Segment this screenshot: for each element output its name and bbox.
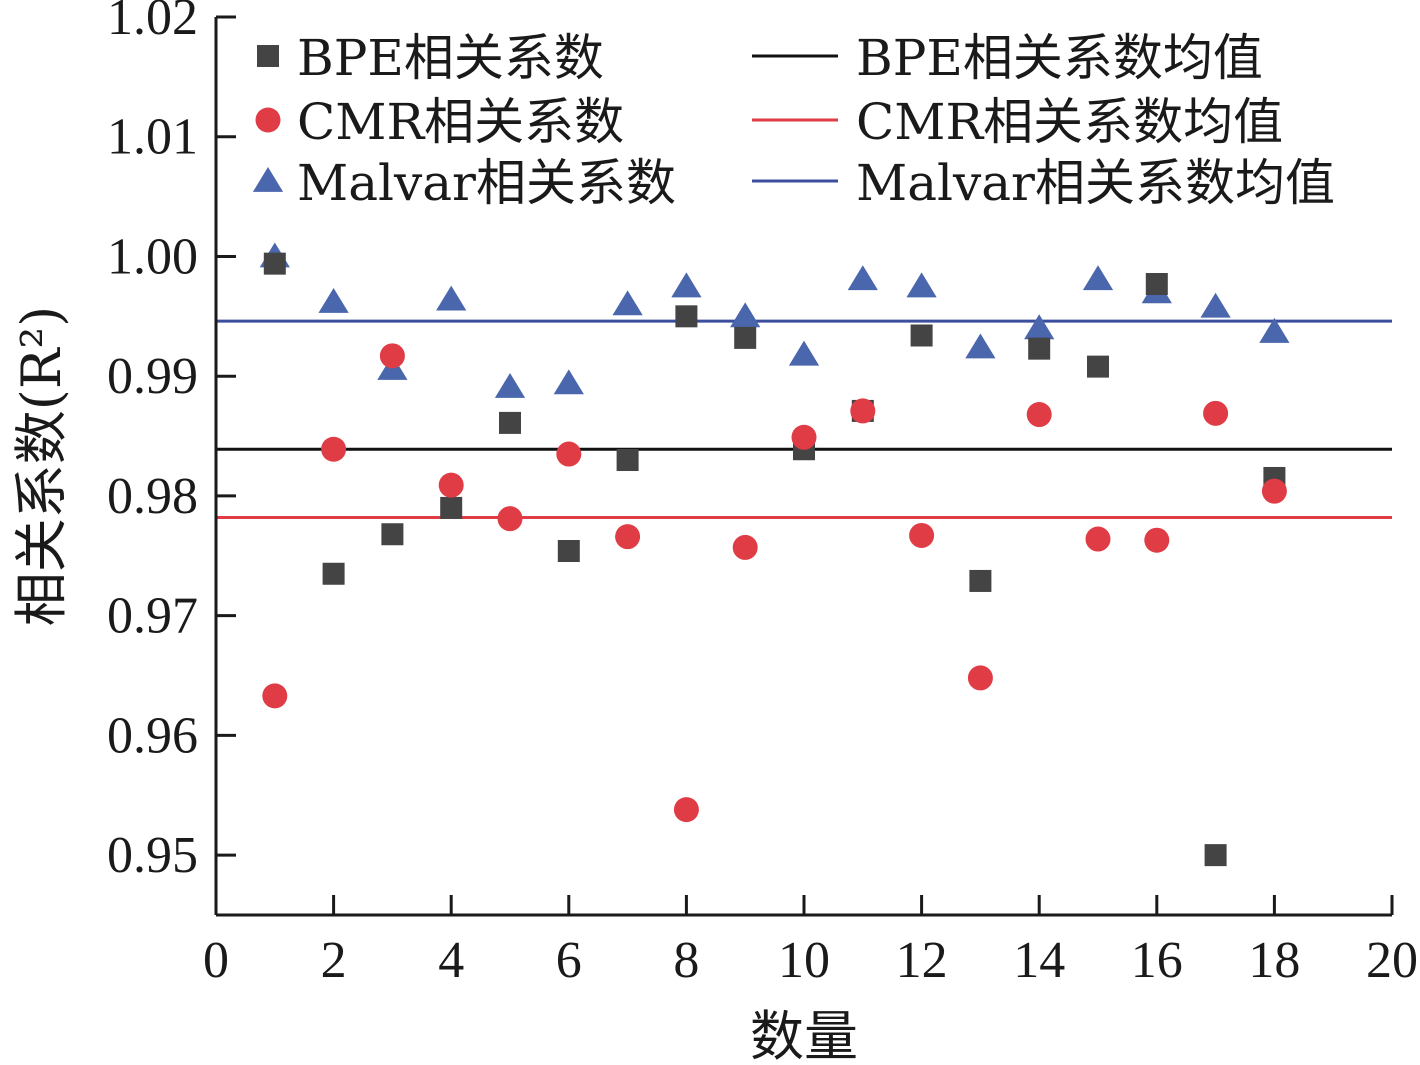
triangle-point-17	[1200, 292, 1231, 318]
square-point-3	[381, 523, 404, 546]
triangle-point-6	[553, 369, 584, 395]
y-ticks: 0.95 0.96 0.97 0.98 0.99 1.00 1.01 1.02	[107, 0, 236, 884]
legend-marker-circle	[255, 107, 281, 133]
circle-point-2	[321, 436, 347, 462]
circle-point-4	[438, 472, 464, 498]
circle-point-10	[791, 424, 817, 450]
x-tick-label: 10	[778, 932, 830, 989]
y-tick-label: 0.97	[107, 588, 198, 645]
x-tick-label: 8	[673, 932, 699, 989]
circle-point-5	[497, 506, 523, 532]
square-point-15	[1087, 355, 1109, 378]
square-point-16	[1145, 273, 1168, 296]
square-point-13	[969, 569, 992, 592]
legend-label-mean-0: BPE相关系数均值	[856, 29, 1263, 87]
circle-point-6	[556, 441, 582, 467]
circle-point-9	[732, 534, 758, 560]
triangle-point-13	[965, 333, 996, 359]
y-tick-label: 0.98	[107, 468, 198, 525]
data-points	[259, 242, 1290, 867]
circle-point-7	[615, 524, 641, 550]
triangle-point-5	[494, 372, 526, 398]
triangle-point-8	[671, 272, 702, 298]
x-tick-label: 14	[1013, 932, 1065, 989]
triangle-point-9	[730, 302, 761, 328]
square-point-2	[322, 562, 345, 585]
x-tick-label: 4	[438, 932, 464, 989]
x-axis-title: 数量	[750, 1005, 858, 1065]
circle-point-11	[850, 398, 876, 424]
y-tick-label: 1.01	[107, 109, 198, 166]
x-tick-label: 20	[1366, 932, 1418, 989]
circle-point-13	[967, 665, 993, 691]
y-axis-title: 相关系数(R²)	[10, 306, 73, 626]
x-tick-label: 18	[1248, 932, 1300, 989]
series-circle	[262, 343, 1287, 823]
triangle-point-18	[1259, 317, 1290, 343]
y-tick-label: 1.00	[107, 228, 198, 285]
square-point-5	[499, 411, 521, 434]
legend-label-triangle: Malvar相关系数	[297, 154, 676, 212]
y-tick-label: 0.95	[107, 827, 198, 884]
triangle-point-2	[318, 287, 349, 313]
legend-marker-triangle	[252, 167, 284, 192]
circle-point-1	[262, 683, 288, 709]
legend-label-mean-1: CMR相关系数均值	[856, 93, 1283, 151]
y-tick-label: 0.99	[107, 348, 198, 405]
triangle-point-14	[1024, 314, 1055, 340]
circle-point-17	[1203, 400, 1229, 426]
y-tick-label: 1.02	[107, 0, 198, 46]
legend-label-circle: CMR相关系数	[297, 93, 624, 151]
x-tick-label: 16	[1131, 932, 1183, 989]
square-point-4	[440, 496, 463, 519]
axes	[214, 17, 1394, 917]
triangle-point-10	[788, 340, 820, 366]
circle-point-18	[1261, 478, 1287, 504]
triangle-point-11	[847, 265, 878, 291]
triangle-point-12	[906, 272, 937, 298]
circle-point-8	[673, 797, 699, 823]
circle-point-16	[1144, 527, 1170, 553]
series-square	[263, 252, 1286, 867]
legend-marker-square	[257, 45, 279, 67]
x-ticks: 0 2 4 6 8 10 12 14 16 18 20	[203, 895, 1418, 989]
triangle-point-7	[612, 290, 643, 316]
x-tick-label: 0	[203, 932, 229, 989]
y-tick-label: 0.96	[107, 707, 198, 764]
square-point-7	[616, 449, 639, 472]
square-point-6	[557, 540, 580, 563]
square-point-14	[1028, 337, 1051, 360]
circle-point-14	[1026, 402, 1052, 428]
square-point-17	[1204, 844, 1227, 867]
square-point-12	[910, 324, 933, 347]
square-point-8	[675, 305, 698, 328]
square-point-9	[734, 326, 757, 349]
circle-point-15	[1085, 526, 1111, 552]
x-tick-label: 2	[321, 932, 347, 989]
circle-point-12	[909, 522, 935, 548]
circle-point-3	[379, 343, 405, 369]
x-tick-label: 12	[896, 932, 948, 989]
legend-label-square: BPE相关系数	[297, 29, 604, 87]
triangle-point-4	[436, 285, 467, 311]
x-tick-label: 6	[556, 932, 582, 989]
legend-label-mean-2: Malvar相关系数均值	[856, 154, 1335, 212]
triangle-point-15	[1082, 265, 1114, 291]
square-point-1	[263, 252, 286, 275]
